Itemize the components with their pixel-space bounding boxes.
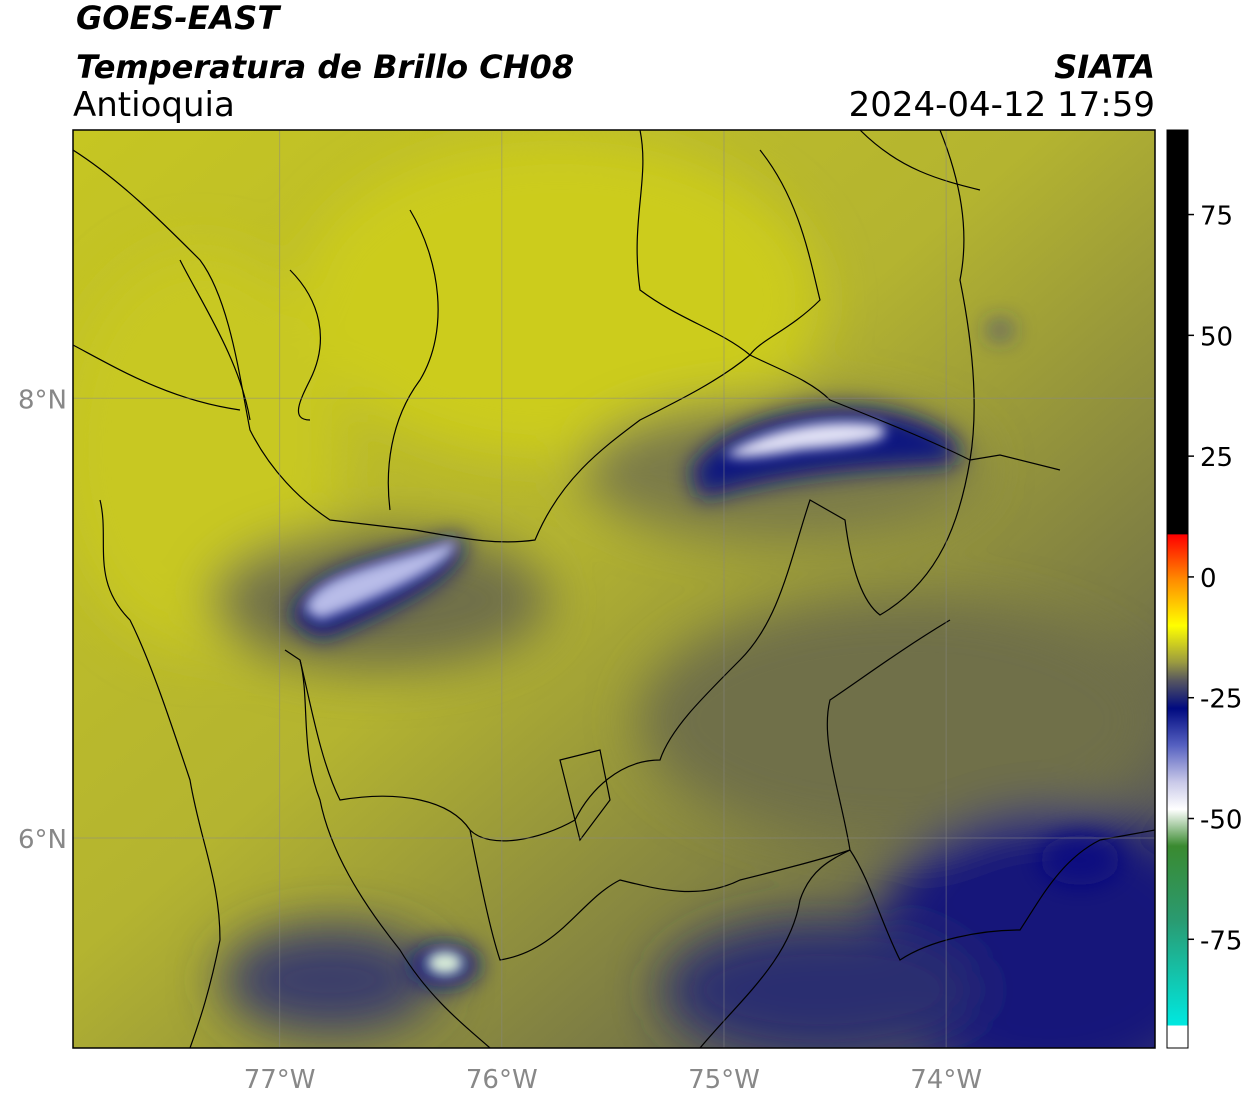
x-tick-label: 76°W (466, 1065, 538, 1095)
title-product: Temperatura de Brillo CH08 (76, 48, 574, 86)
colorbar-tick-label: 50 (1200, 322, 1233, 352)
colorbar-tick-label: 75 (1200, 202, 1233, 232)
y-tick-label: 8°N (18, 385, 67, 415)
graticule (73, 130, 1155, 1048)
colorbar-tick-label: -25 (1200, 685, 1242, 715)
map-frame (72, 129, 1156, 1049)
x-tick-label: 75°W (688, 1065, 760, 1095)
colorbar-tick-label: 25 (1200, 443, 1233, 473)
colorbar (1166, 129, 1189, 1049)
agency: SIATA (1054, 48, 1155, 86)
colorbar-tick-label: -75 (1200, 926, 1242, 956)
colorbar-tick-label: -50 (1200, 806, 1242, 836)
colorbar-tick-label: 0 (1200, 564, 1217, 594)
borders (73, 130, 1155, 1048)
title-satellite: GOES-EAST (76, 0, 281, 37)
x-tick-label: 74°W (910, 1065, 982, 1095)
region: Antioquia (73, 85, 235, 125)
datetime: 2024-04-12 17:59 (849, 85, 1155, 125)
satellite-image (73, 130, 1155, 1048)
y-tick-label: 6°N (18, 825, 67, 855)
x-tick-label: 77°W (244, 1065, 316, 1095)
